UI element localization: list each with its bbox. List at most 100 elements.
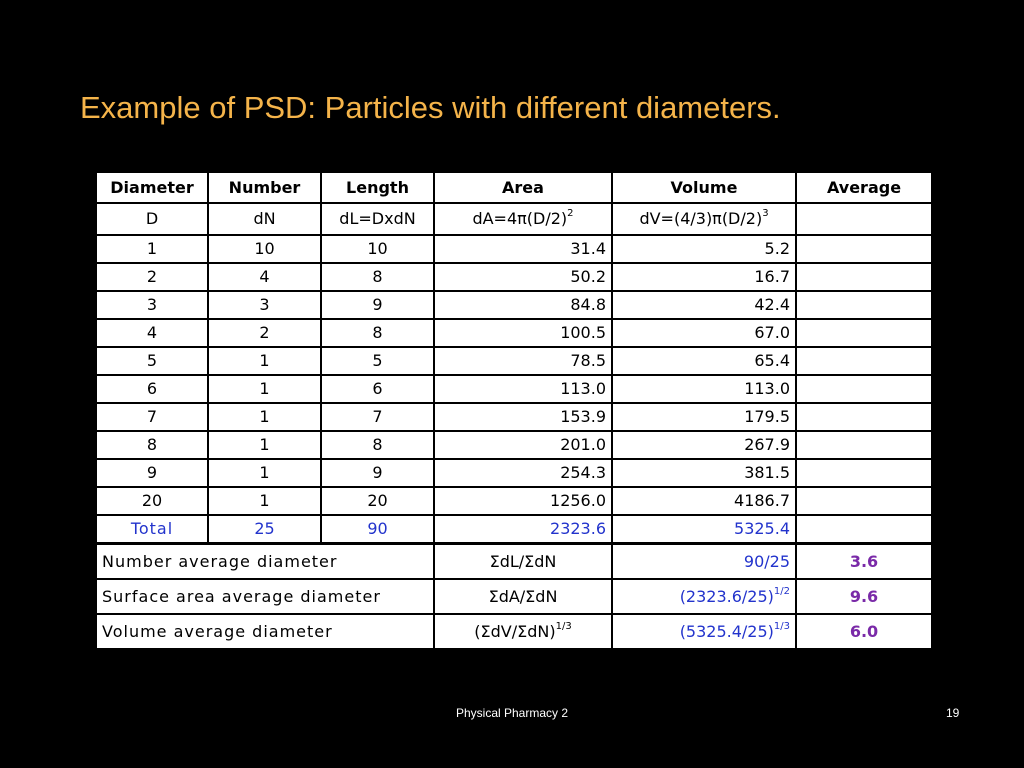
cell-diameter: 6 [95, 374, 209, 404]
header-length: Length [320, 171, 435, 204]
cell-area: 153.9 [433, 402, 613, 432]
total-average-empty [795, 514, 933, 545]
table-row: 1 10 10 31.4 5.2 [95, 234, 933, 264]
cell-average-empty [795, 458, 933, 488]
header-number: Number [207, 171, 322, 204]
table-row: 6 1 6 113.0 113.0 [95, 374, 933, 404]
header-diameter: Diameter [95, 171, 209, 204]
average-formula-exp: 1/3 [555, 620, 572, 632]
cell-area: 1256.0 [433, 486, 613, 516]
cell-number: 1 [207, 374, 322, 404]
cell-number: 10 [207, 234, 322, 264]
total-label: Total [95, 514, 209, 545]
symbol-da-base: dA=4π(D/2) [472, 209, 568, 228]
symbol-da: dA=4π(D/2)2 [433, 202, 613, 236]
footer-text: Physical Pharmacy 2 [455, 706, 569, 720]
symbol-row: D dN dL=DxdN dA=4π(D/2)2 dV=(4/3)π(D/2)3 [95, 202, 933, 236]
symbol-average-empty [795, 202, 933, 236]
cell-number: 2 [207, 318, 322, 348]
table-row: 8 1 8 201.0 267.9 [95, 430, 933, 460]
slide-title: Example of PSD: Particles with different… [80, 90, 781, 125]
cell-area: 50.2 [433, 262, 613, 292]
average-formula: (ΣdV/ΣdN)1/3 [433, 613, 613, 650]
cell-area: 100.5 [433, 318, 613, 348]
table-row: 5 1 5 78.5 65.4 [95, 346, 933, 376]
cell-volume: 381.5 [611, 458, 797, 488]
header-row: Diameter Number Length Area Volume Avera… [95, 171, 933, 204]
average-calc-base: 90/25 [743, 551, 790, 571]
cell-number: 3 [207, 290, 322, 320]
cell-number: 1 [207, 402, 322, 432]
cell-area: 254.3 [433, 458, 613, 488]
cell-volume: 42.4 [611, 290, 797, 320]
cell-diameter: 2 [95, 262, 209, 292]
cell-area: 113.0 [433, 374, 613, 404]
cell-average-empty [795, 486, 933, 516]
average-row: Number average diameter ΣdL/ΣdN 90/25 3.6 [95, 542, 933, 580]
table-row: 3 3 9 84.8 42.4 [95, 290, 933, 320]
total-length: 90 [320, 514, 435, 545]
cell-diameter: 1 [95, 234, 209, 264]
header-volume: Volume [611, 171, 797, 204]
cell-average-empty [795, 374, 933, 404]
total-area: 2323.6 [433, 514, 613, 545]
symbol-dv-base: dV=(4/3)π(D/2) [639, 209, 763, 228]
table-row: 7 1 7 153.9 179.5 [95, 402, 933, 432]
cell-diameter: 20 [95, 486, 209, 516]
cell-volume: 113.0 [611, 374, 797, 404]
cell-average-empty [795, 430, 933, 460]
cell-diameter: 3 [95, 290, 209, 320]
cell-number: 1 [207, 430, 322, 460]
average-calc: 90/25 [611, 542, 797, 580]
cell-length: 8 [320, 430, 435, 460]
cell-length: 9 [320, 458, 435, 488]
header-area: Area [433, 171, 613, 204]
cell-average-empty [795, 290, 933, 320]
symbol-dn: dN [207, 202, 322, 236]
average-formula-base: ΣdA/ΣdN [488, 586, 558, 606]
cell-average-empty [795, 262, 933, 292]
cell-volume: 4186.7 [611, 486, 797, 516]
average-calc-exp: 1/2 [773, 585, 790, 597]
total-row: Total 25 90 2323.6 5325.4 [95, 514, 933, 545]
average-label: Volume average diameter [95, 613, 435, 650]
average-label: Surface area average diameter [95, 578, 435, 615]
table-row: 9 1 9 254.3 381.5 [95, 458, 933, 488]
average-value: 6.0 [795, 613, 933, 650]
average-formula-base: (ΣdV/ΣdN) [474, 621, 556, 641]
cell-number: 1 [207, 486, 322, 516]
cell-length: 6 [320, 374, 435, 404]
total-volume: 5325.4 [611, 514, 797, 545]
cell-diameter: 5 [95, 346, 209, 376]
cell-diameter: 7 [95, 402, 209, 432]
cell-length: 7 [320, 402, 435, 432]
total-number: 25 [207, 514, 322, 545]
cell-volume: 65.4 [611, 346, 797, 376]
symbol-dv: dV=(4/3)π(D/2)3 [611, 202, 797, 236]
cell-number: 4 [207, 262, 322, 292]
cell-area: 31.4 [433, 234, 613, 264]
average-value: 3.6 [795, 542, 933, 580]
table-row: 4 2 8 100.5 67.0 [95, 318, 933, 348]
cell-average-empty [795, 346, 933, 376]
cell-length: 10 [320, 234, 435, 264]
cell-average-empty [795, 234, 933, 264]
symbol-da-exp: 2 [567, 208, 574, 219]
average-formula: ΣdL/ΣdN [433, 542, 613, 580]
average-calc-base: (2323.6/25) [679, 586, 774, 606]
average-calc: (5325.4/25)1/3 [611, 613, 797, 650]
average-formula: ΣdA/ΣdN [433, 578, 613, 615]
cell-number: 1 [207, 458, 322, 488]
cell-average-empty [795, 402, 933, 432]
cell-number: 1 [207, 346, 322, 376]
cell-volume: 16.7 [611, 262, 797, 292]
cell-length: 8 [320, 318, 435, 348]
cell-diameter: 4 [95, 318, 209, 348]
cell-length: 20 [320, 486, 435, 516]
cell-length: 5 [320, 346, 435, 376]
cell-volume: 5.2 [611, 234, 797, 264]
average-value: 9.6 [795, 578, 933, 615]
cell-area: 201.0 [433, 430, 613, 460]
table-row: 2 4 8 50.2 16.7 [95, 262, 933, 292]
table-row: 20 1 20 1256.0 4186.7 [95, 486, 933, 516]
